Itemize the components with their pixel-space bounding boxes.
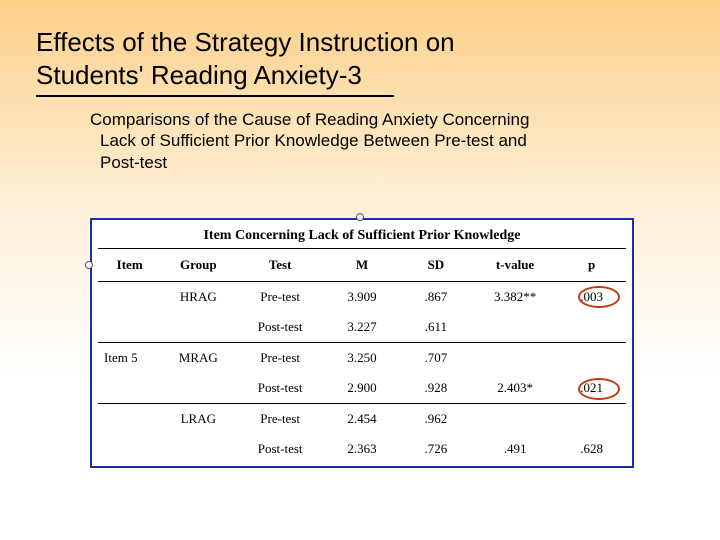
stats-table: Item Group Test M SD t-value p HRAG Pre-… [98, 248, 626, 464]
col-item: Item [98, 249, 161, 282]
selection-handle-icon [85, 261, 93, 269]
table-row: LRAG Pre-test 2.454 .962 [98, 404, 626, 435]
cell-sd: .928 [399, 373, 473, 404]
cell-test: Post-test [235, 373, 325, 404]
cell-t [473, 312, 557, 343]
cell-t [473, 343, 557, 374]
cell-t: 2.403* [473, 373, 557, 404]
subtitle: Comparisons of the Cause of Reading Anxi… [0, 97, 720, 173]
cell-m: 3.250 [325, 343, 399, 374]
table-row: Item 5 MRAG Pre-test 3.250 .707 [98, 343, 626, 374]
col-group: Group [161, 249, 235, 282]
cell-item: Item 5 [98, 343, 161, 374]
cell-sd: .867 [399, 282, 473, 313]
stats-table-container: Item Concerning Lack of Sufficient Prior… [90, 218, 634, 468]
cell-t: .491 [473, 434, 557, 464]
cell-t [473, 404, 557, 435]
cell-item [98, 434, 161, 464]
subtitle-line-2: Lack of Sufficient Prior Knowledge Betwe… [90, 130, 660, 151]
col-p: p [557, 249, 626, 282]
title-line-2: Students' Reading Anxiety-3 [36, 60, 362, 90]
subtitle-line-1: Comparisons of the Cause of Reading Anxi… [90, 110, 529, 129]
col-tvalue: t-value [473, 249, 557, 282]
cell-test: Pre-test [235, 404, 325, 435]
page-title: Effects of the Strategy Instruction on S… [0, 0, 720, 97]
cell-p [557, 312, 626, 343]
table-caption: Item Concerning Lack of Sufficient Prior… [98, 224, 626, 248]
col-test: Test [235, 249, 325, 282]
cell-p [557, 343, 626, 374]
cell-group [161, 312, 235, 343]
cell-m: 2.454 [325, 404, 399, 435]
title-line-1: Effects of the Strategy Instruction on [36, 27, 455, 57]
table-row: Post-test 3.227 .611 [98, 312, 626, 343]
cell-m: 2.900 [325, 373, 399, 404]
cell-item [98, 282, 161, 313]
cell-t: 3.382** [473, 282, 557, 313]
cell-test: Pre-test [235, 282, 325, 313]
cell-m: 3.909 [325, 282, 399, 313]
col-m: M [325, 249, 399, 282]
cell-sd: .611 [399, 312, 473, 343]
cell-group: HRAG [161, 282, 235, 313]
cell-p: .003 [557, 282, 626, 313]
cell-test: Post-test [235, 312, 325, 343]
col-sd: SD [399, 249, 473, 282]
selection-handle-icon [356, 213, 364, 221]
table-row: Post-test 2.900 .928 2.403* .021 [98, 373, 626, 404]
cell-sd: .707 [399, 343, 473, 374]
cell-p: .021 [557, 373, 626, 404]
cell-group: LRAG [161, 404, 235, 435]
cell-m: 3.227 [325, 312, 399, 343]
table-header-row: Item Group Test M SD t-value p [98, 249, 626, 282]
cell-p: .628 [557, 434, 626, 464]
cell-group: MRAG [161, 343, 235, 374]
table-row: HRAG Pre-test 3.909 .867 3.382** .003 [98, 282, 626, 313]
cell-item [98, 312, 161, 343]
cell-test: Post-test [235, 434, 325, 464]
subtitle-line-3: Post-test [90, 152, 660, 173]
cell-group [161, 434, 235, 464]
cell-p [557, 404, 626, 435]
cell-group [161, 373, 235, 404]
cell-item [98, 373, 161, 404]
cell-m: 2.363 [325, 434, 399, 464]
cell-sd: .726 [399, 434, 473, 464]
table-row: Post-test 2.363 .726 .491 .628 [98, 434, 626, 464]
cell-test: Pre-test [235, 343, 325, 374]
cell-sd: .962 [399, 404, 473, 435]
cell-item [98, 404, 161, 435]
